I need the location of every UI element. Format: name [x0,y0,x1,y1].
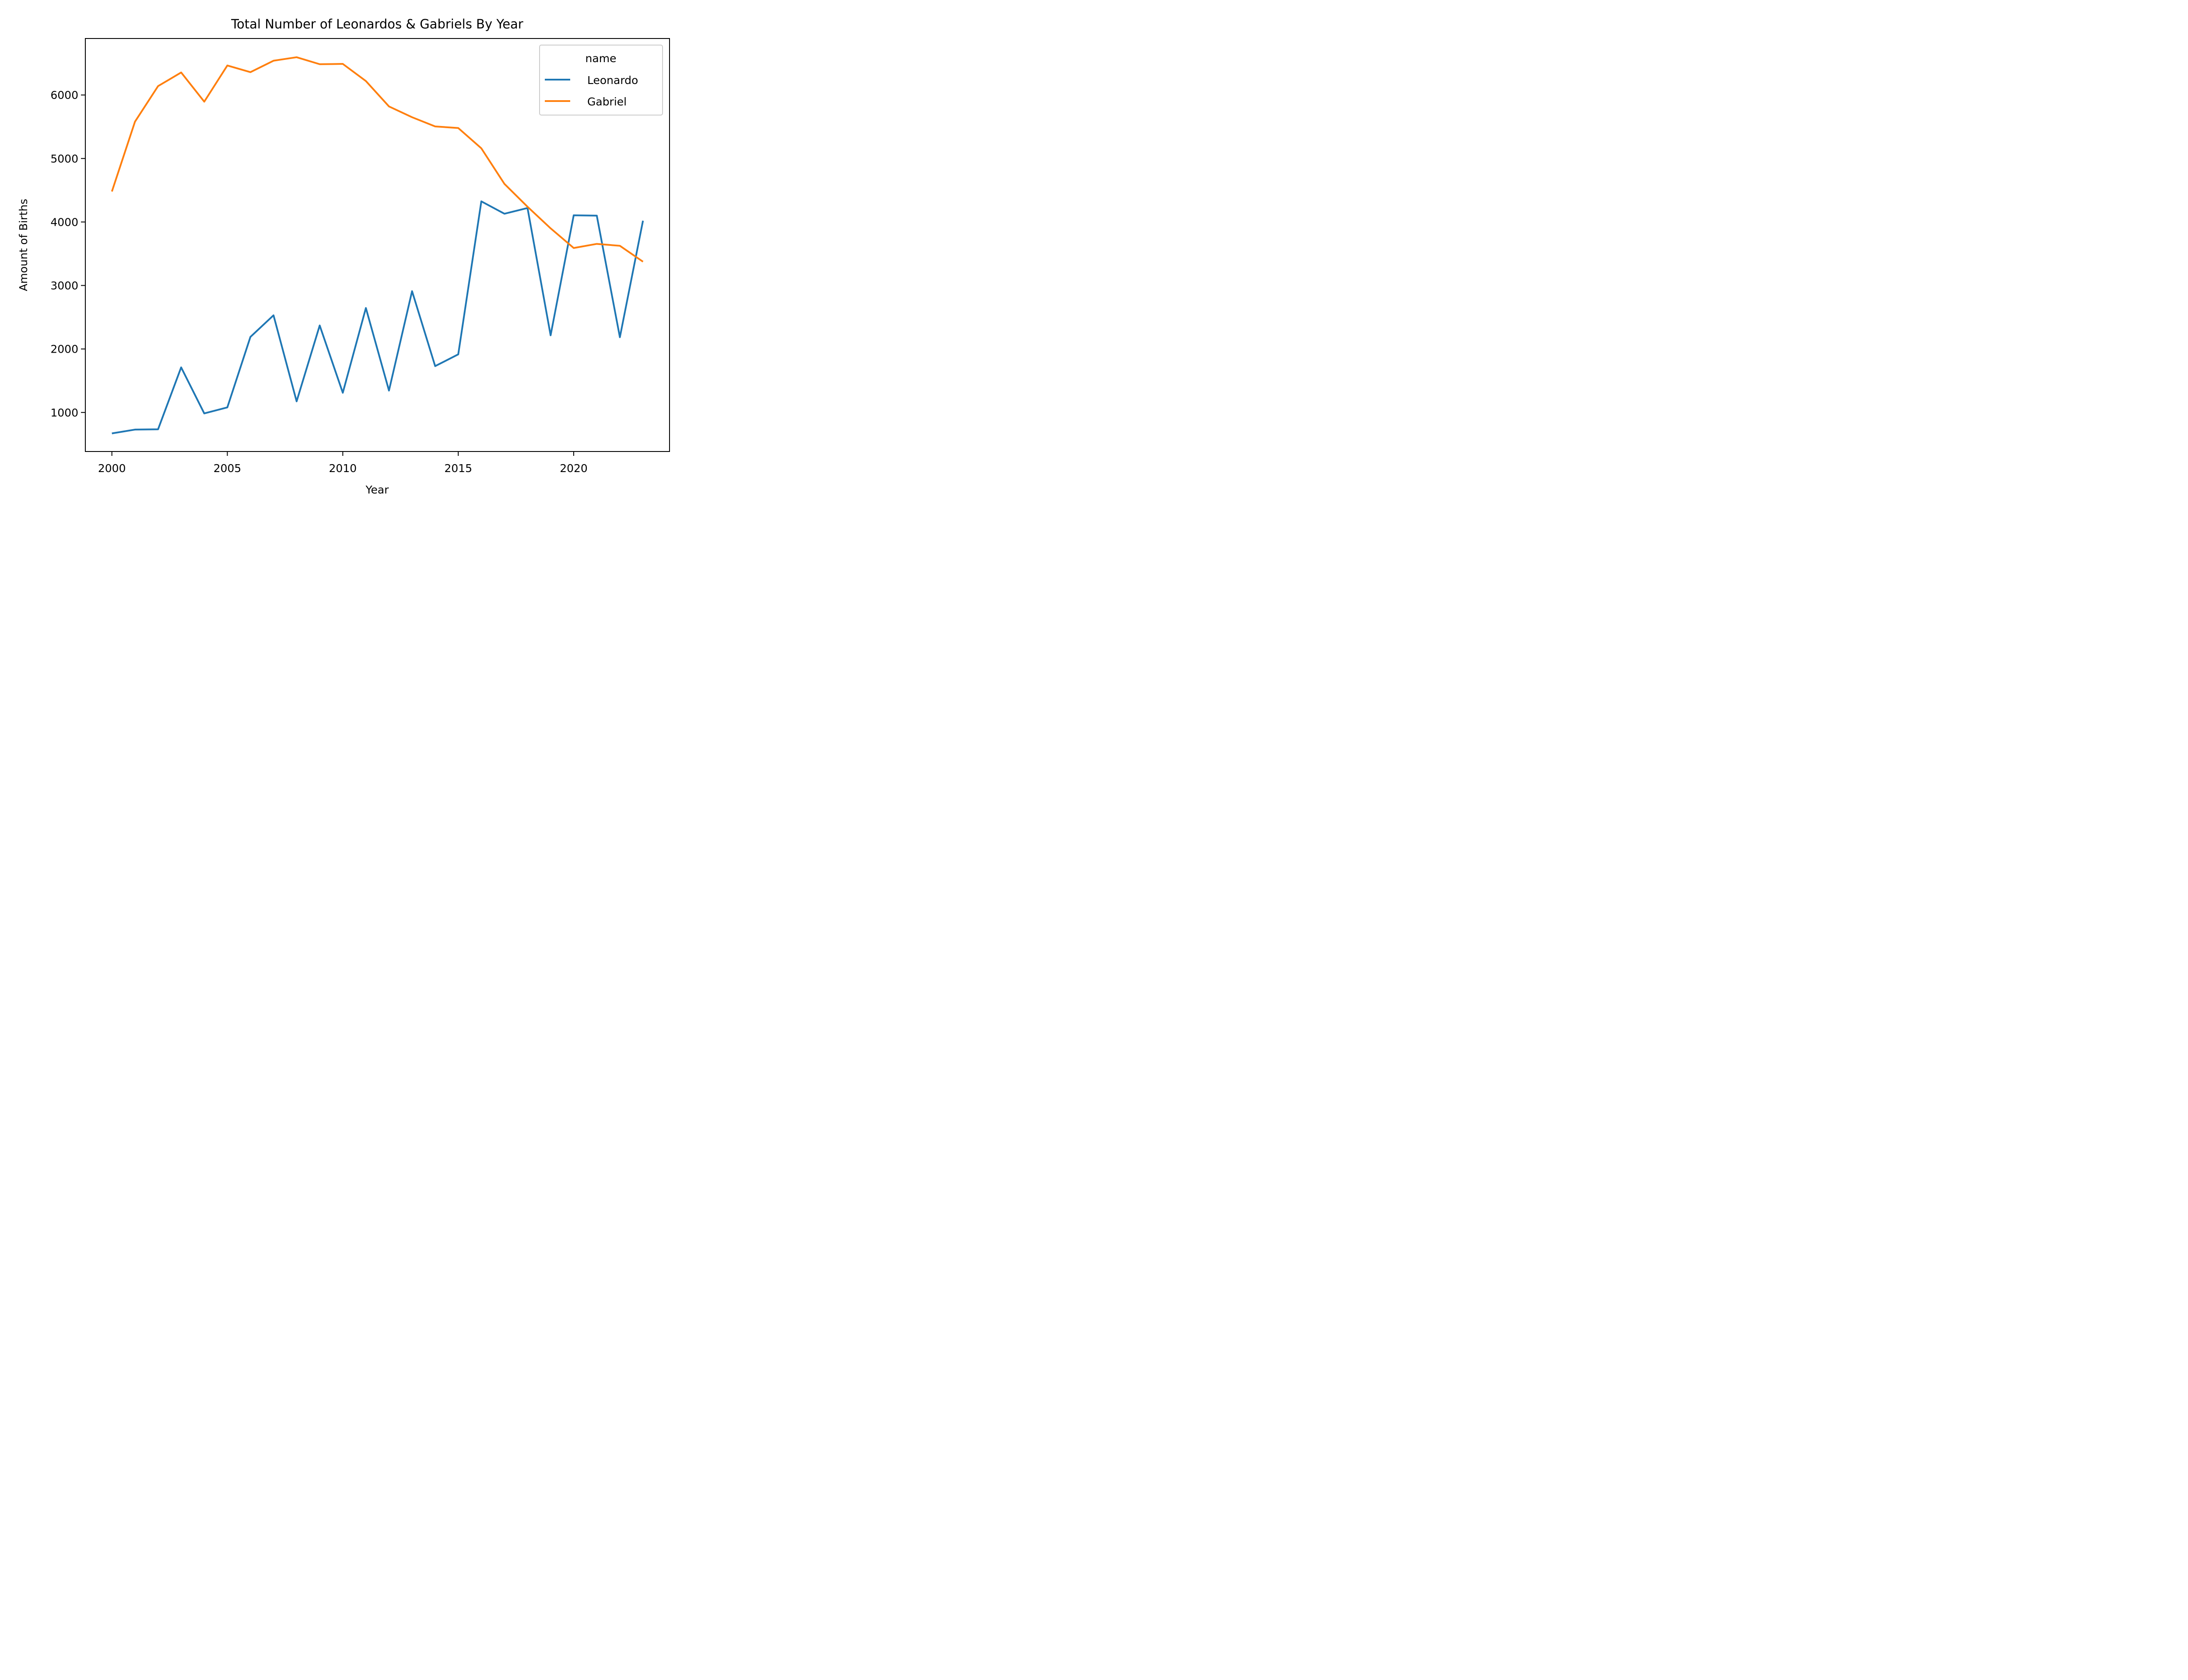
ticks-layer: 2000 2005 2010 2015 2020 1000 2000 3000 4000 5000… [50,89,587,475]
series-line-gabriel [111,56,644,262]
legend-title: name [586,52,617,65]
legend: name Leonardo Gabriel [539,45,663,116]
line-chart: Total Number of Leonardos & Gabriels By … [0,0,683,512]
legend-box [539,45,663,116]
series-line-leonardo [112,200,644,434]
x-tick-label: 2000 [98,462,126,475]
x-axis-label: Year [365,483,389,496]
y-tick-label: 3000 [50,280,78,292]
y-tick-label: 5000 [50,152,78,165]
x-tick-label: 2010 [329,462,357,475]
legend-label-gabriel: Gabriel [587,95,627,108]
y-tick-label: 2000 [50,343,78,356]
y-tick-label: 6000 [50,89,78,102]
y-axis-label: Amount of Births [17,199,30,291]
x-tick-label: 2005 [214,462,242,475]
series-layer [111,56,644,434]
y-tick-label: 4000 [50,216,78,228]
x-tick-label: 2020 [560,462,588,475]
chart-title: Total Number of Leonardos & Gabriels By … [231,17,523,32]
x-tick-label: 2015 [444,462,472,475]
plot-frame [85,38,670,452]
legend-label-leonardo: Leonardo [587,74,638,87]
y-tick-label: 1000 [50,406,78,419]
